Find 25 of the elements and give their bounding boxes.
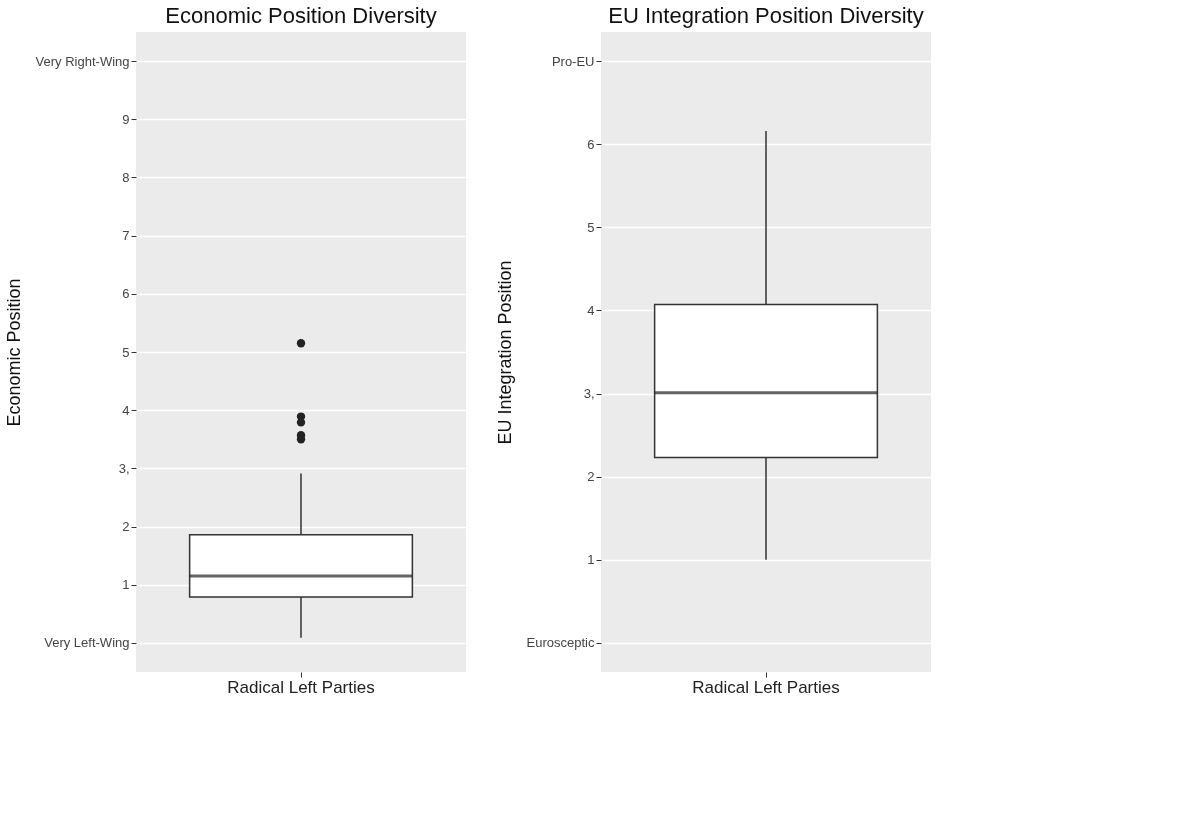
x-tick-label: Radical Left Parties bbox=[227, 677, 375, 697]
y-tick-label: 2 bbox=[587, 469, 595, 485]
y-axis-title: Economic Position bbox=[3, 278, 24, 427]
y-tick-label: Very Left-Wing bbox=[44, 635, 130, 651]
y-tick-label: 5 bbox=[587, 219, 595, 235]
y-tick-label: Eurosceptic bbox=[526, 635, 595, 651]
y-tick-label: 3, bbox=[118, 460, 130, 476]
y-tick-label: 8 bbox=[122, 169, 130, 185]
y-tick-label: 2 bbox=[122, 519, 130, 535]
chart-title: EU Integration Position Diversity bbox=[608, 3, 924, 28]
y-tick-label: 1 bbox=[122, 577, 130, 593]
y-tick-label: 4 bbox=[122, 402, 130, 418]
y-tick-label: 6 bbox=[587, 136, 595, 152]
y-tick-label: 5 bbox=[122, 344, 130, 360]
chart-title: Economic Position Diversity bbox=[165, 3, 437, 28]
y-tick-label: 3, bbox=[583, 386, 595, 402]
y-tick-label: 4 bbox=[587, 302, 595, 318]
y-tick-label: Very Right-Wing bbox=[35, 53, 130, 69]
y-tick-label: 1 bbox=[587, 552, 595, 568]
y-tick-label: 7 bbox=[122, 228, 130, 244]
x-tick-label: Radical Left Parties bbox=[692, 677, 840, 697]
y-axis-title: EU Integration Position bbox=[494, 260, 515, 445]
y-tick-label: 9 bbox=[122, 111, 130, 127]
y-tick-label: Pro-EU bbox=[551, 53, 595, 69]
y-tick-label: 6 bbox=[122, 286, 130, 302]
